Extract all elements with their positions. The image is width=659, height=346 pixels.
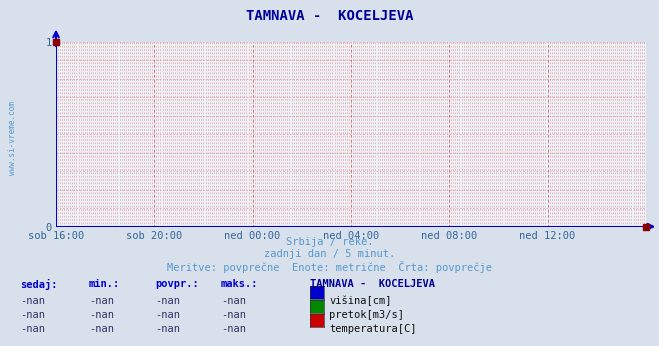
Text: -nan: -nan (89, 296, 114, 306)
Text: -nan: -nan (20, 296, 45, 306)
Text: sedaj:: sedaj: (20, 279, 57, 290)
Text: -nan: -nan (221, 296, 246, 306)
Text: TAMNAVA -  KOCELJEVA: TAMNAVA - KOCELJEVA (246, 9, 413, 22)
Text: maks.:: maks.: (221, 279, 258, 289)
Text: Srbija / reke.: Srbija / reke. (286, 237, 373, 247)
Text: -nan: -nan (20, 310, 45, 320)
Text: TAMNAVA -  KOCELJEVA: TAMNAVA - KOCELJEVA (310, 279, 435, 289)
Text: -nan: -nan (221, 310, 246, 320)
Text: zadnji dan / 5 minut.: zadnji dan / 5 minut. (264, 249, 395, 259)
Text: -nan: -nan (155, 296, 180, 306)
Text: min.:: min.: (89, 279, 120, 289)
Text: -nan: -nan (89, 310, 114, 320)
Text: www.si-vreme.com: www.si-vreme.com (8, 101, 17, 175)
Text: -nan: -nan (89, 324, 114, 334)
Text: pretok[m3/s]: pretok[m3/s] (330, 310, 405, 320)
Text: -nan: -nan (155, 310, 180, 320)
Text: temperatura[C]: temperatura[C] (330, 324, 417, 334)
Text: -nan: -nan (155, 324, 180, 334)
Text: -nan: -nan (20, 324, 45, 334)
Text: povpr.:: povpr.: (155, 279, 198, 289)
Text: Meritve: povprečne  Enote: metrične  Črta: povprečje: Meritve: povprečne Enote: metrične Črta:… (167, 261, 492, 273)
Text: -nan: -nan (221, 324, 246, 334)
Text: višina[cm]: višina[cm] (330, 296, 392, 306)
